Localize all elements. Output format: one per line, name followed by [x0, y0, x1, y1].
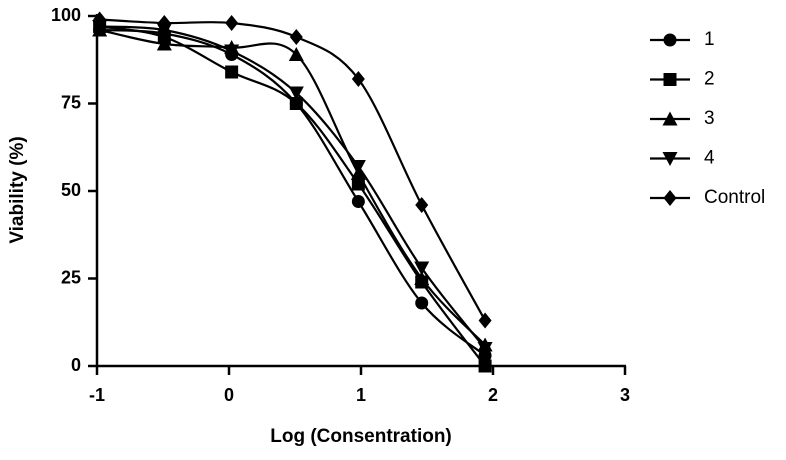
data-point [414, 261, 430, 276]
legend-label: 4 [704, 148, 715, 169]
fit-curve [99, 28, 486, 357]
y-tick-label: 25 [61, 267, 81, 287]
data-point [351, 71, 365, 87]
fit-curve [99, 25, 486, 367]
data-point [288, 86, 304, 101]
data-point [93, 11, 107, 28]
data-point [478, 359, 492, 373]
legend-marker [662, 111, 678, 126]
x-tick-label: 2 [488, 385, 498, 405]
data-point [477, 342, 493, 356]
data-point [351, 195, 365, 208]
x-tick-label: 1 [356, 385, 366, 405]
data-point [157, 15, 171, 31]
y-tick-label: 50 [61, 180, 81, 200]
legend-label: 3 [704, 108, 715, 129]
legend-marker [663, 73, 677, 86]
y-axis-title: Viability (%) [7, 136, 28, 243]
data-point [156, 36, 172, 51]
data-point [225, 15, 239, 31]
x-tick-label: 0 [224, 385, 234, 405]
legend-label: Control [704, 187, 765, 208]
data-point [225, 65, 239, 79]
data-point [288, 47, 304, 61]
legend-label: 1 [704, 29, 715, 50]
data-point [415, 197, 429, 213]
fit-curve [99, 28, 486, 346]
x-axis-title: Log (Consentration) [270, 426, 452, 447]
y-tick-label: 75 [61, 92, 81, 112]
data-point [289, 97, 303, 110]
legend-marker [663, 33, 677, 47]
x-tick-label: 3 [620, 385, 630, 405]
y-tick-label: 100 [51, 5, 81, 25]
data-point [289, 29, 303, 45]
data-point [414, 271, 430, 285]
data-point [350, 160, 366, 174]
data-point [478, 312, 492, 329]
x-tick-label: -1 [89, 385, 105, 405]
legend-label: 2 [704, 69, 715, 90]
legend-marker [662, 152, 678, 166]
data-point [224, 44, 240, 59]
y-tick-label: 0 [71, 355, 81, 375]
legend-marker [663, 190, 677, 206]
data-point [415, 296, 429, 310]
